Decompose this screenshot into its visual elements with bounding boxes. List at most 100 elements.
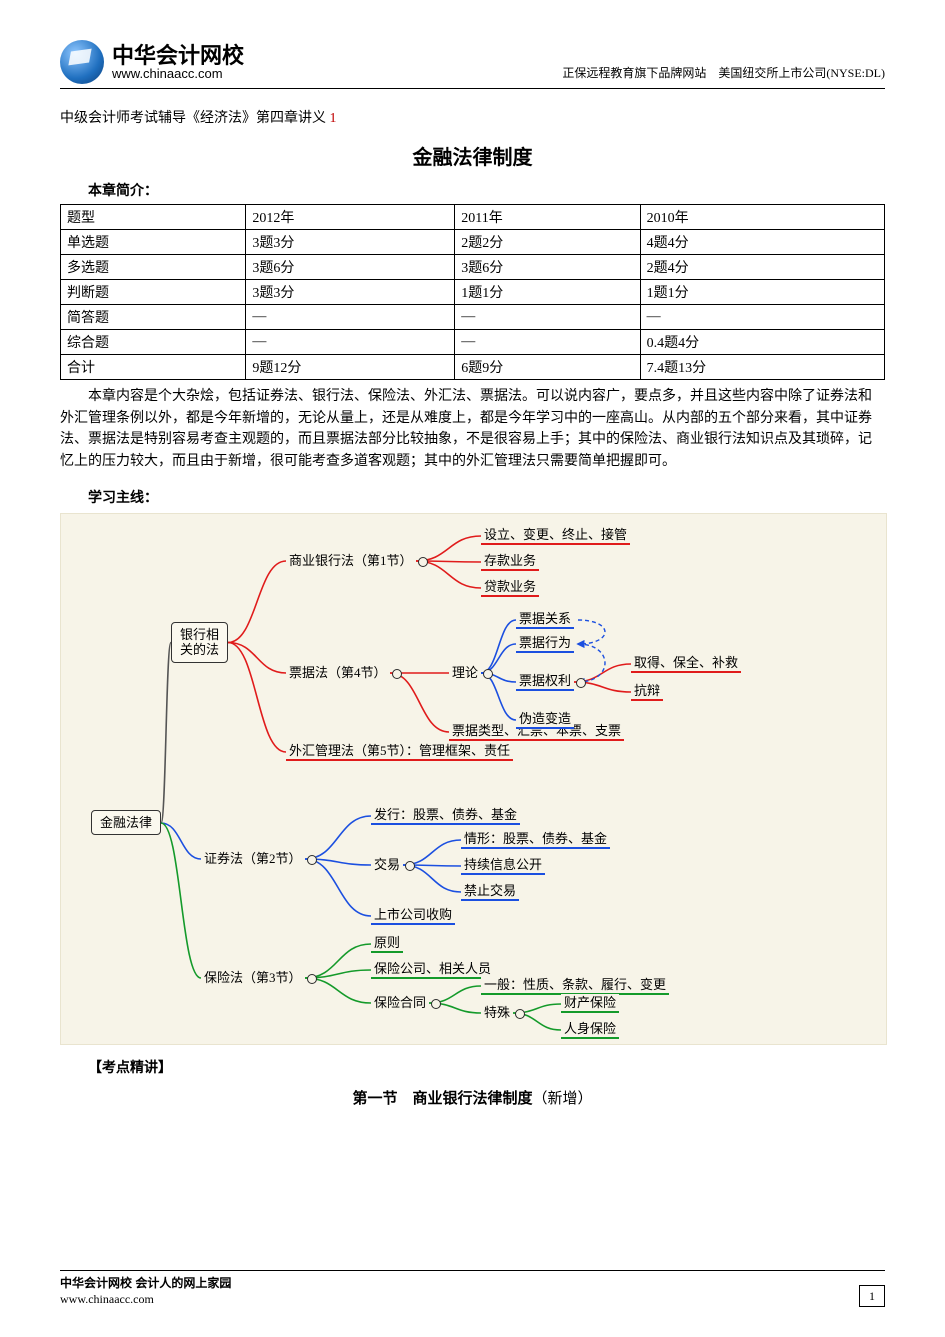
logo-cn: 中华会计网校 [112,44,244,67]
mindmap-node: 原则 [371,934,403,954]
mindmap-node: 票据行为 [516,634,574,654]
expand-dot-icon [307,974,317,984]
logo-url: www.chinaacc.com [112,67,244,81]
table-cell: 3题6分 [455,255,640,280]
table-cell: 4题4分 [640,230,884,255]
expand-dot-icon [576,678,586,688]
table-cell: — [640,305,884,330]
expand-dot-icon [405,861,415,871]
table-cell: — [455,305,640,330]
table-row: 单选题3题3分2题2分4题4分 [61,230,885,255]
mindmap-node: 伪造变造 [516,710,574,730]
page-title: 金融法律制度 [60,141,885,170]
table-cell: 1题1分 [455,280,640,305]
mindmap-node: 金融法律 [91,810,161,836]
table-cell: 6题9分 [455,355,640,380]
mindmap-node: 上市公司收购 [371,906,455,926]
mindmap-node: 特殊 [481,1004,513,1022]
table-cell: 判断题 [61,280,246,305]
table-cell: — [246,330,455,355]
table-cell: 3题3分 [246,230,455,255]
mindmap-node: 外汇管理法（第5节）：管理框架、责任 [286,742,513,762]
table-header-cell: 题型 [61,205,246,230]
table-cell: 1题1分 [640,280,884,305]
mindmap-node: 银行相关的法 [171,622,228,663]
table-cell: 综合题 [61,330,246,355]
mindmap-node: 情形：股票、债券、基金 [461,830,610,850]
mindmap-node: 财产保险 [561,994,619,1014]
year-score-table: 题型2012年2011年2010年 单选题3题3分2题2分4题4分多选题3题6分… [60,204,885,380]
table-header-cell: 2010年 [640,205,884,230]
mindmap-node: 取得、保全、补救 [631,654,741,674]
footer-left: 中华会计网校 会计人的网上家园 www.chinaacc.com [60,1275,231,1307]
table-cell: 9题12分 [246,355,455,380]
mindmap-node: 禁止交易 [461,882,519,902]
table-cell: 3题6分 [246,255,455,280]
expand-dot-icon [483,669,493,679]
mindmap-node: 一般：性质、条款、履行、变更 [481,976,669,996]
table-cell: 单选题 [61,230,246,255]
expand-dot-icon [515,1009,525,1019]
intro-paragraph: 本章内容是个大杂烩，包括证券法、银行法、保险法、外汇法、票据法。可以说内容广，要… [60,386,885,473]
table-header-row: 题型2012年2011年2010年 [61,205,885,230]
breadcrumb-num: 1 [330,111,337,126]
mindmap-node: 保险法（第3节） [201,969,305,987]
globe-logo-icon [60,40,104,84]
page-number: 1 [859,1285,885,1307]
mindmap-node: 理论 [449,664,481,682]
table-cell: 2题2分 [455,230,640,255]
footer-line1: 中华会计网校 会计人的网上家园 [60,1275,231,1291]
table-cell: 多选题 [61,255,246,280]
page-header: 中华会计网校 www.chinaacc.com 正保远程教育旗下品牌网站 美国纽… [60,40,885,89]
expand-dot-icon [307,855,317,865]
table-cell: 0.4题4分 [640,330,884,355]
mindmap-node: 证券法（第2节） [201,850,305,868]
mindmap-node: 发行：股票、债券、基金 [371,806,520,826]
study-mainline-label: 学习主线： [60,487,885,507]
mindmap-node: 商业银行法（第1节） [286,552,416,570]
section-1-prefix: 第一节 [352,1091,412,1107]
expand-dot-icon [392,669,402,679]
mindmap-node: 保险合同 [371,994,429,1012]
mindmap-node: 票据权利 [516,672,574,692]
mindmap-node: 票据法（第4节） [286,664,390,682]
table-row: 判断题3题3分1题1分1题1分 [61,280,885,305]
table-cell: — [455,330,640,355]
mindmap-node: 贷款业务 [481,578,539,598]
expand-dot-icon [418,557,428,567]
table-header-cell: 2012年 [246,205,455,230]
mindmap-node: 人身保险 [561,1020,619,1040]
section-1-heading: 第一节 商业银行法律制度（新增） [60,1087,885,1108]
mindmap-node: 票据关系 [516,610,574,630]
table-cell: 合计 [61,355,246,380]
logo-text: 中华会计网校 www.chinaacc.com [112,44,244,81]
kaodian-jingjiang-label: 【考点精讲】 [60,1057,885,1077]
page: 中华会计网校 www.chinaacc.com 正保远程教育旗下品牌网站 美国纽… [0,0,945,1337]
table-cell: 7.4题13分 [640,355,884,380]
mindmap-node: 持续信息公开 [461,856,545,876]
mindmap: 金融法律 银行相关的法证券法（第2节） 保险法（第3节） 商业银行法（第1节） 票据法（… [60,513,887,1045]
header-right-text: 正保远程教育旗下品牌网站 美国纽交所上市公司(NYSE:DL) [562,64,885,84]
table-cell: 3题3分 [246,280,455,305]
table-header-cell: 2011年 [455,205,640,230]
expand-dot-icon [431,999,441,1009]
table-row: 简答题——— [61,305,885,330]
logo-block: 中华会计网校 www.chinaacc.com [60,40,244,84]
mindmap-node: 存款业务 [481,552,539,572]
section-1-paren: （新增） [533,1091,593,1107]
table-cell: — [246,305,455,330]
mindmap-node: 设立、变更、终止、接管 [481,526,630,546]
table-cell: 简答题 [61,305,246,330]
mindmap-node: 保险公司、相关人员 [371,960,494,980]
table-row: 合计9题12分6题9分7.4题13分 [61,355,885,380]
page-footer: 中华会计网校 会计人的网上家园 www.chinaacc.com 1 [60,1270,885,1307]
footer-line2: www.chinaacc.com [60,1291,231,1307]
table-row: 综合题——0.4题4分 [61,330,885,355]
breadcrumb-text: 中级会计师考试辅导《经济法》第四章讲义 [60,111,326,126]
mindmap-node: 交易 [371,856,403,874]
section-intro-label: 本章简介： [60,180,885,200]
table-cell: 2题4分 [640,255,884,280]
section-1-title: 商业银行法律制度 [412,1091,532,1107]
breadcrumb: 中级会计师考试辅导《经济法》第四章讲义 1 [60,107,885,127]
table-row: 多选题3题6分3题6分2题4分 [61,255,885,280]
